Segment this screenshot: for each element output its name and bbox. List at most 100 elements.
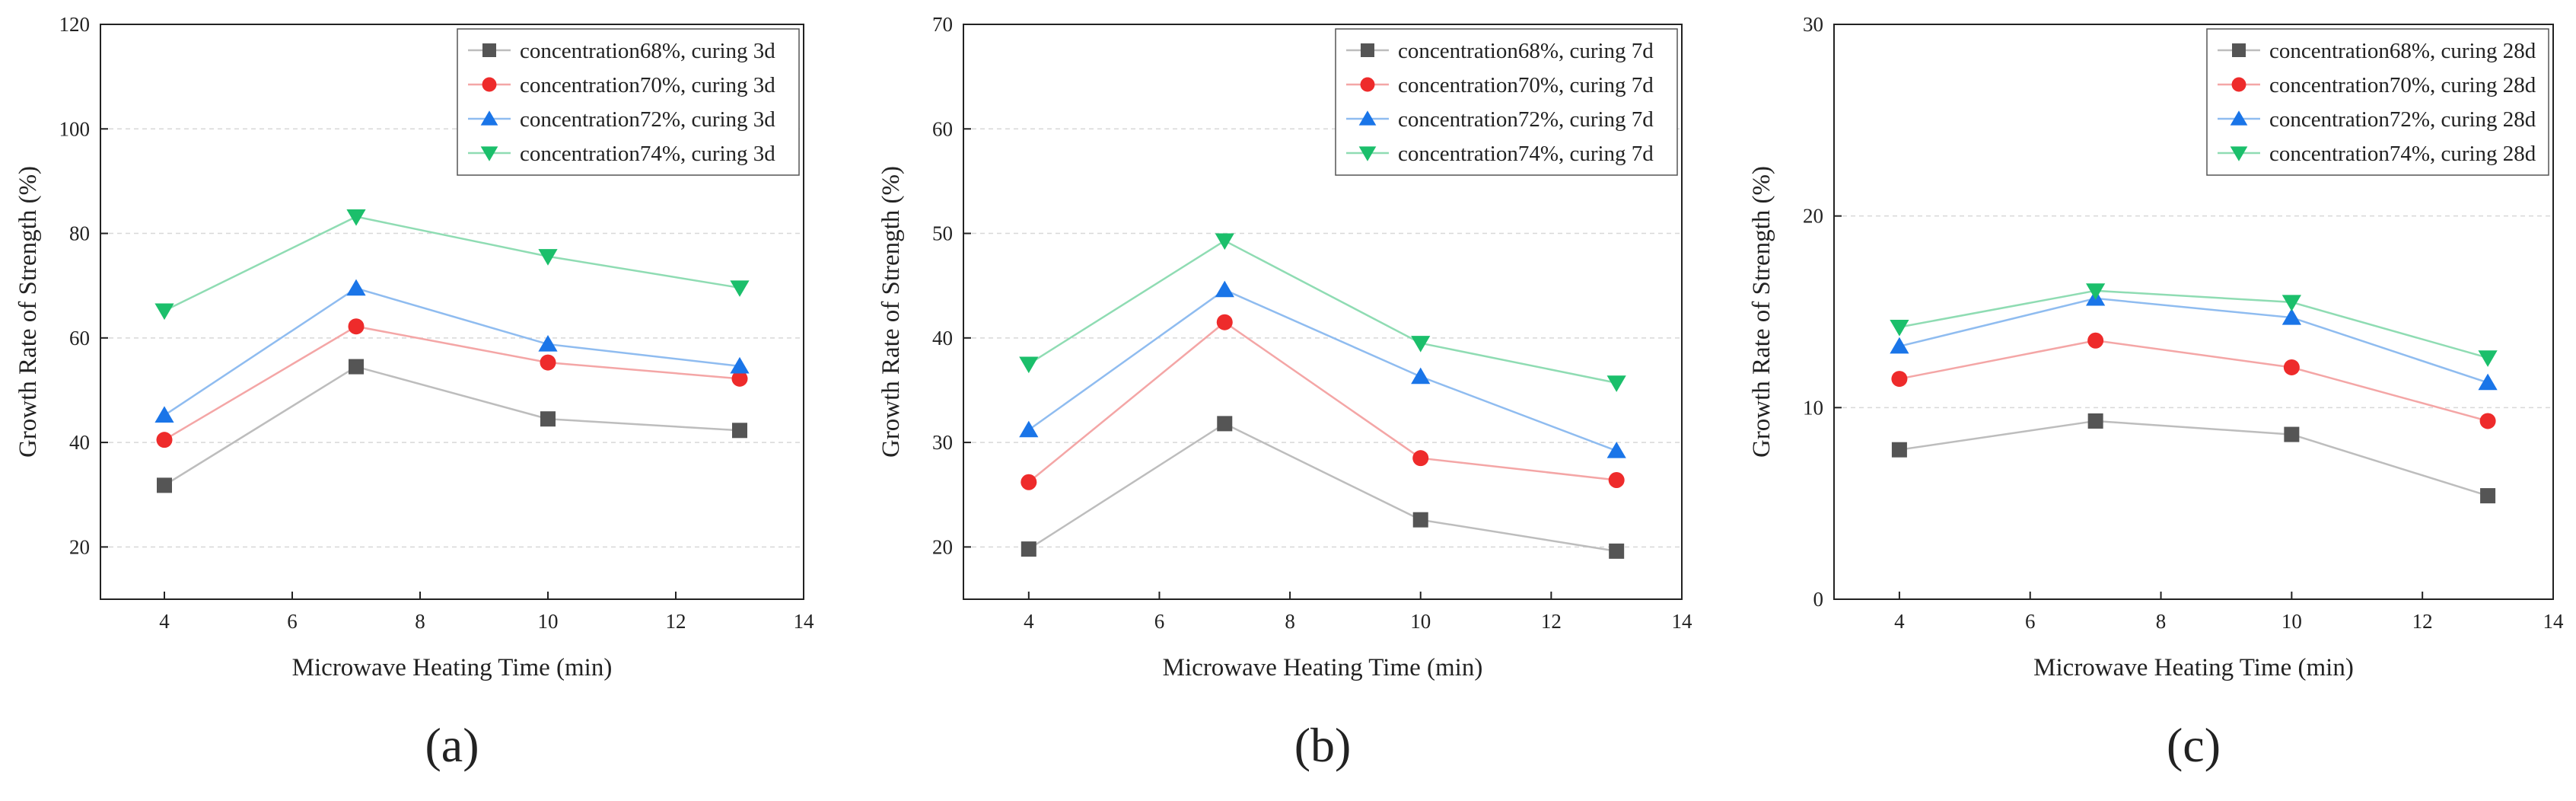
legend-label: concentration68%, curing 7d <box>1398 39 1654 63</box>
data-point <box>1216 314 1233 330</box>
x-axis-label: Microwave Heating Time (min) <box>2033 654 2354 681</box>
data-point <box>2281 308 2301 325</box>
legend-label: concentration74%, curing 3d <box>520 142 775 166</box>
data-point <box>538 249 558 266</box>
legend-marker <box>482 77 497 92</box>
y-tick-label: 40 <box>69 431 90 454</box>
data-point <box>1411 367 1431 385</box>
legend-marker <box>2230 110 2248 126</box>
data-point <box>349 359 364 375</box>
y-tick-label: 0 <box>1813 588 1824 611</box>
data-point <box>154 303 174 321</box>
legend-label: concentration68%, curing 3d <box>520 39 775 63</box>
series-line-4 <box>1899 289 2488 359</box>
data-point <box>348 318 365 335</box>
legend-marker <box>1361 43 1374 57</box>
plot-frame <box>1833 24 2554 600</box>
data-point <box>1891 371 1908 388</box>
legend-marker <box>2232 43 2246 57</box>
data-point <box>540 354 556 371</box>
series-line-4 <box>1028 239 1617 385</box>
data-point <box>2479 413 2496 429</box>
series-line-2 <box>1028 321 1617 483</box>
y-tick-label: 30 <box>1803 13 1823 36</box>
data-point <box>2087 413 2103 429</box>
y-axis-label: Growth Rate of Strength (%) <box>877 166 905 458</box>
data-point <box>1891 442 1907 458</box>
x-tick-label: 12 <box>1541 610 1562 633</box>
legend-label: concentration68%, curing 28d <box>2269 39 2536 63</box>
legend-box <box>457 28 800 176</box>
x-tick-label: 10 <box>538 610 559 633</box>
y-tick-label: 20 <box>932 535 953 558</box>
legend-box <box>1335 28 1678 176</box>
y-tick-label: 80 <box>69 222 90 245</box>
data-point <box>1021 541 1036 557</box>
data-point <box>2284 426 2300 442</box>
y-tick-label: 100 <box>59 117 91 140</box>
data-point <box>1890 320 1909 337</box>
x-tick-label: 4 <box>159 610 170 633</box>
legend-label: concentration74%, curing 7d <box>1398 142 1654 166</box>
data-point <box>1215 233 1234 251</box>
legend-label: concentration72%, curing 7d <box>1398 107 1654 132</box>
legend-label: concentration72%, curing 3d <box>520 107 775 132</box>
data-point <box>1019 356 1039 374</box>
data-point <box>1412 512 1428 528</box>
x-tick-label: 10 <box>2281 610 2302 633</box>
x-tick-label: 14 <box>1672 610 1693 633</box>
data-point <box>156 432 173 448</box>
data-point <box>1217 416 1233 432</box>
legend-label: concentration70%, curing 7d <box>1398 73 1654 97</box>
x-tick-label: 6 <box>1154 610 1165 633</box>
data-point <box>1021 474 1037 490</box>
chart-panel-2: 4 6 8 10 12 14 20 30 40 50 60 70 Microwave Heating T… <box>877 13 1692 772</box>
y-tick-label: 10 <box>1803 396 1823 419</box>
plot-frame <box>963 24 1683 600</box>
data-point <box>2478 350 2498 367</box>
series-line-1 <box>164 365 740 487</box>
series-line-2 <box>1899 339 2488 423</box>
x-tick-label: 6 <box>287 610 298 633</box>
x-tick-label: 8 <box>1285 610 1295 633</box>
y-tick-label: 120 <box>59 13 91 36</box>
data-point <box>538 335 558 352</box>
series-line-1 <box>1028 422 1617 553</box>
x-tick-label: 6 <box>2025 610 2036 633</box>
legend-marker <box>1358 110 1377 126</box>
data-point <box>1215 280 1234 298</box>
legend-marker <box>1358 146 1377 161</box>
data-point <box>2283 359 2300 375</box>
panel-label: (c) <box>2167 718 2221 772</box>
legend: concentration68%, curing 7d concentration… <box>1335 28 1678 176</box>
legend: concentration68%, curing 3d concentration… <box>457 28 800 176</box>
data-point <box>1412 450 1429 467</box>
plot-frame <box>100 24 804 600</box>
legend-label: concentration70%, curing 3d <box>520 73 775 97</box>
data-point <box>731 370 748 387</box>
x-tick-label: 4 <box>1894 610 1905 633</box>
data-point <box>2281 295 2301 311</box>
y-axis-label: Growth Rate of Strength (%) <box>14 166 42 458</box>
y-tick-label: 40 <box>932 327 953 349</box>
data-point <box>1019 420 1039 438</box>
data-point <box>540 411 556 427</box>
legend-label: concentration74%, curing 28d <box>2269 142 2536 166</box>
legend-marker <box>480 146 498 161</box>
legend-marker <box>482 43 496 57</box>
data-point <box>1608 472 1625 489</box>
y-tick-label: 70 <box>932 13 953 36</box>
data-point <box>154 406 174 423</box>
y-tick-label: 50 <box>932 222 953 245</box>
data-point <box>1606 442 1626 458</box>
x-tick-label: 8 <box>2156 610 2167 633</box>
y-tick-label: 20 <box>69 535 90 558</box>
data-point <box>346 279 366 296</box>
x-tick-label: 10 <box>1410 610 1431 633</box>
legend-marker <box>2230 146 2248 161</box>
legend: concentration68%, curing 28d concentratio… <box>2206 28 2549 176</box>
x-axis-label: Microwave Heating Time (min) <box>1163 654 1483 681</box>
data-point <box>157 477 172 493</box>
y-tick-label: 60 <box>69 327 90 349</box>
x-tick-label: 4 <box>1024 610 1034 633</box>
